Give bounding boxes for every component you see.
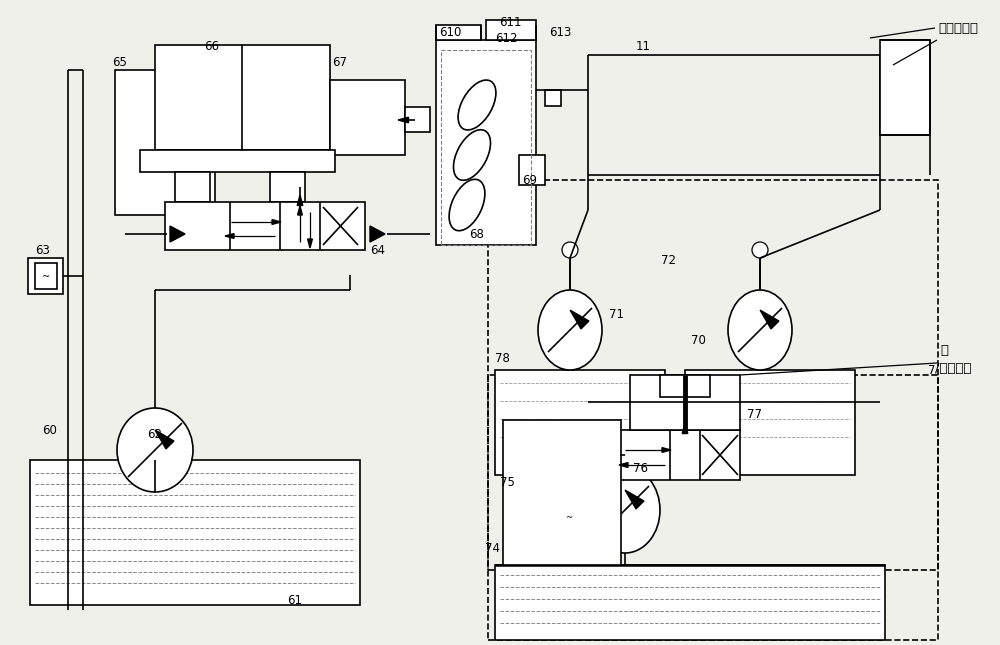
Bar bbox=[545, 90, 561, 106]
Polygon shape bbox=[298, 206, 302, 215]
Ellipse shape bbox=[590, 467, 660, 553]
Text: 74: 74 bbox=[486, 542, 501, 555]
Ellipse shape bbox=[454, 130, 490, 181]
Bar bbox=[35, 263, 57, 289]
Text: 77: 77 bbox=[748, 408, 763, 421]
Text: /围压活塞: /围压活塞 bbox=[935, 361, 972, 375]
Bar bbox=[495, 370, 665, 475]
Ellipse shape bbox=[728, 290, 792, 370]
Text: 75: 75 bbox=[500, 477, 514, 490]
Text: ~: ~ bbox=[566, 513, 572, 522]
Polygon shape bbox=[619, 462, 628, 468]
Text: 613: 613 bbox=[549, 26, 571, 39]
Bar bbox=[330, 80, 405, 155]
Polygon shape bbox=[272, 219, 281, 224]
Text: 65: 65 bbox=[113, 55, 127, 68]
Text: 611: 611 bbox=[499, 15, 521, 28]
Polygon shape bbox=[155, 430, 174, 449]
Bar bbox=[519, 155, 545, 185]
Polygon shape bbox=[225, 233, 234, 239]
Text: 68: 68 bbox=[470, 228, 484, 241]
Text: 70: 70 bbox=[691, 333, 705, 346]
Bar bbox=[495, 565, 885, 640]
Bar bbox=[880, 40, 930, 135]
Text: 67: 67 bbox=[332, 55, 348, 68]
Ellipse shape bbox=[538, 290, 602, 370]
Bar bbox=[28, 258, 63, 294]
Polygon shape bbox=[570, 310, 589, 329]
Ellipse shape bbox=[117, 408, 193, 492]
Bar bbox=[140, 150, 335, 172]
Bar bbox=[620, 430, 740, 480]
Bar bbox=[115, 70, 215, 215]
Polygon shape bbox=[760, 310, 779, 329]
Bar bbox=[488, 375, 938, 640]
Bar bbox=[175, 172, 210, 202]
Text: 7: 7 bbox=[928, 364, 936, 377]
Polygon shape bbox=[662, 448, 671, 452]
Bar bbox=[630, 375, 740, 430]
Bar bbox=[503, 420, 621, 565]
Text: ~: ~ bbox=[42, 272, 50, 282]
Text: 63: 63 bbox=[36, 244, 50, 257]
Bar bbox=[165, 202, 365, 250]
Ellipse shape bbox=[449, 179, 485, 231]
Bar bbox=[554, 502, 576, 530]
Text: 64: 64 bbox=[370, 244, 386, 257]
Text: 610: 610 bbox=[439, 26, 461, 39]
Text: 78: 78 bbox=[495, 352, 509, 364]
Text: 接模拟井筒: 接模拟井筒 bbox=[938, 21, 978, 34]
Text: 69: 69 bbox=[522, 174, 538, 186]
Bar bbox=[30, 460, 360, 605]
Bar bbox=[436, 40, 536, 245]
Bar bbox=[155, 45, 330, 150]
Bar bbox=[562, 508, 576, 524]
Text: 60: 60 bbox=[43, 424, 57, 437]
Bar bbox=[660, 375, 710, 397]
Bar bbox=[436, 25, 481, 40]
Text: 11: 11 bbox=[636, 41, 650, 54]
Text: 76: 76 bbox=[633, 462, 648, 475]
Text: 接: 接 bbox=[940, 344, 948, 357]
Text: 62: 62 bbox=[148, 428, 162, 441]
Bar bbox=[486, 20, 536, 40]
Ellipse shape bbox=[752, 242, 768, 258]
Polygon shape bbox=[297, 195, 303, 206]
Bar bbox=[488, 180, 938, 570]
Bar bbox=[405, 107, 430, 132]
Polygon shape bbox=[398, 117, 409, 123]
Ellipse shape bbox=[458, 80, 496, 130]
Text: 71: 71 bbox=[610, 308, 624, 321]
Polygon shape bbox=[170, 226, 185, 242]
Polygon shape bbox=[682, 423, 688, 433]
Ellipse shape bbox=[562, 242, 578, 258]
Text: 66: 66 bbox=[205, 41, 220, 54]
Bar bbox=[441, 50, 531, 245]
Text: 612: 612 bbox=[495, 32, 517, 45]
Bar bbox=[685, 370, 855, 475]
Text: 72: 72 bbox=[660, 253, 676, 266]
Polygon shape bbox=[625, 490, 644, 509]
Polygon shape bbox=[370, 226, 385, 242]
Polygon shape bbox=[308, 239, 312, 248]
Bar bbox=[270, 172, 305, 202]
Text: 61: 61 bbox=[288, 593, 302, 606]
